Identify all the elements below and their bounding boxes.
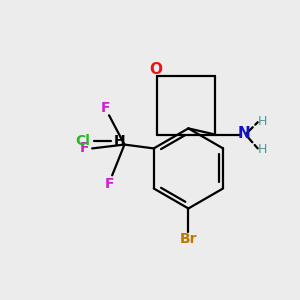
Text: F: F [100,100,110,115]
Text: H: H [258,115,267,128]
Text: Cl: Cl [76,134,90,148]
Text: H: H [114,134,126,148]
Text: Br: Br [180,232,197,246]
Text: F: F [80,141,89,155]
Text: F: F [104,177,114,191]
Text: H: H [258,143,267,156]
Text: O: O [150,61,163,76]
Text: N: N [238,126,250,141]
